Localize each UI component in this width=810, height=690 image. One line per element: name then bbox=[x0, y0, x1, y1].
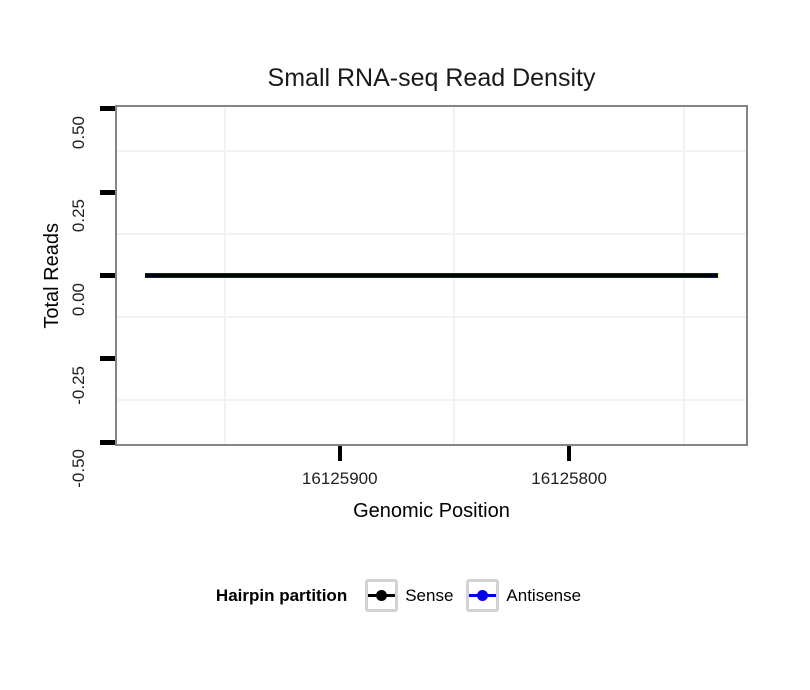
legend-items: Sense Antisense bbox=[365, 579, 594, 612]
x-axis-title: Genomic Position bbox=[353, 500, 510, 522]
legend: Hairpin partition Sense Antisense bbox=[0, 579, 810, 612]
x-tick-label: 16125800 bbox=[531, 469, 607, 488]
x-tick-label: 16125900 bbox=[301, 469, 378, 488]
legend-label-antisense: Antisense bbox=[506, 585, 582, 605]
gridline-minor-horizontal bbox=[117, 399, 746, 402]
y-tick-mark bbox=[100, 356, 115, 362]
legend-key-sense bbox=[365, 579, 399, 612]
y-tick-label: 0.50 bbox=[69, 115, 88, 150]
gridline-minor-horizontal bbox=[117, 149, 746, 152]
x-tick-mark bbox=[337, 446, 342, 461]
y-tick-mark bbox=[100, 439, 115, 445]
gridline-minor-horizontal bbox=[117, 232, 746, 235]
legend-label-sense: Sense bbox=[405, 585, 454, 605]
legend-title: Hairpin partition bbox=[215, 585, 348, 605]
plot-panel bbox=[115, 105, 748, 446]
y-tick-mark bbox=[100, 106, 115, 112]
x-tick-mark bbox=[567, 446, 572, 461]
y-tick-label: -0.25 bbox=[69, 365, 88, 405]
y-tick-label: 0.00 bbox=[69, 282, 88, 316]
y-tick-label: 0.25 bbox=[69, 199, 88, 233]
y-tick-mark bbox=[100, 189, 115, 195]
legend-key-point bbox=[477, 590, 489, 601]
gridline-minor-horizontal bbox=[117, 316, 746, 319]
y-tick-label: -0.50 bbox=[69, 449, 88, 488]
plot-title: Small RNA-seq Read Density bbox=[267, 64, 596, 92]
y-tick-mark bbox=[100, 273, 115, 278]
legend-key-antisense bbox=[466, 579, 500, 612]
series-line-sense bbox=[144, 274, 719, 277]
y-axis-title: Total Reads bbox=[41, 222, 63, 329]
legend-key-point bbox=[376, 590, 388, 601]
